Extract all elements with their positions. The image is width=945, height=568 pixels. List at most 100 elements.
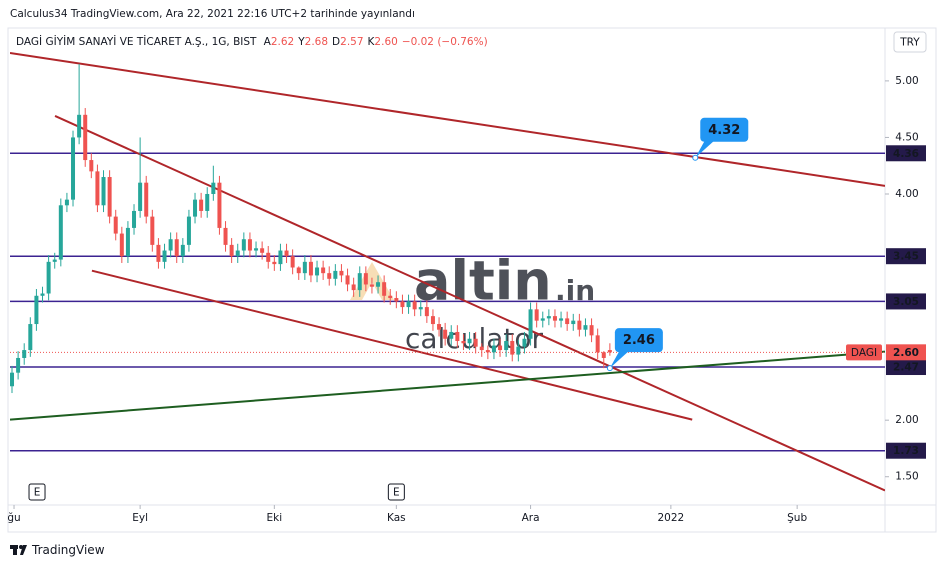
candle-body	[369, 284, 374, 287]
callout-box	[700, 117, 749, 142]
price-tag	[886, 442, 926, 459]
last-price-name-box	[846, 344, 882, 361]
candle-body	[522, 338, 527, 347]
candle-body	[406, 301, 411, 308]
x-tick-label: Eyl	[132, 512, 148, 524]
candle-body	[302, 261, 307, 274]
candle-body	[174, 239, 179, 257]
candle-body	[71, 137, 76, 200]
x-tick-label: Şub	[787, 512, 807, 524]
y-tick-label: 5.00	[895, 75, 918, 87]
readout-value: 2.60	[374, 36, 397, 48]
candle-body	[412, 301, 417, 310]
candle-body	[119, 233, 124, 257]
price-tag-label: 1.73	[893, 445, 919, 457]
candle-body	[95, 171, 100, 206]
candle-body	[199, 199, 204, 211]
candle-body	[424, 307, 429, 317]
price-tag-label: 2.47	[893, 362, 919, 374]
candle-body	[363, 273, 368, 285]
candle-body	[284, 250, 289, 257]
candle-body	[498, 345, 503, 351]
candle-body	[455, 331, 460, 342]
candle-body	[589, 325, 594, 336]
candle-body	[552, 316, 557, 321]
candle-body	[327, 273, 332, 279]
candle-body	[510, 341, 515, 355]
y-tick-label: 2.00	[895, 414, 918, 426]
readout-value: 2.62	[271, 36, 294, 48]
x-tick-label: Ara	[522, 512, 540, 524]
candle-body	[46, 261, 51, 294]
candle-body	[211, 182, 216, 194]
x-tick-label: ğu	[7, 512, 20, 524]
candle-body	[571, 320, 576, 325]
candle-body	[461, 341, 466, 344]
candle-body	[125, 227, 130, 257]
event-label: E	[34, 487, 41, 499]
candle-body	[437, 324, 442, 330]
price-tag-label: 4.36	[893, 148, 919, 160]
readout-name: K	[368, 36, 376, 48]
candle-body	[52, 259, 57, 262]
callout-tail	[609, 350, 630, 369]
readout-value: 2.68	[305, 36, 328, 48]
candle-body	[58, 205, 63, 260]
candle-body	[144, 182, 149, 217]
candle-body	[223, 227, 228, 245]
candle-body	[339, 270, 344, 276]
candle-body	[272, 261, 277, 265]
candle-body	[107, 177, 112, 217]
price-tag	[886, 145, 926, 162]
price-tag-label: 3.45	[893, 251, 919, 263]
event-marker	[28, 483, 46, 501]
x-tick-label: Kas	[387, 512, 406, 524]
candle-body	[229, 244, 234, 257]
candle-body	[247, 239, 252, 251]
readout-name: D	[332, 36, 340, 48]
published-note: Calculus34 TradingView.com, Ara 22, 2021…	[10, 8, 415, 20]
candle-body	[388, 295, 393, 299]
event-label: E	[393, 487, 400, 499]
trendline	[10, 51, 885, 187]
callout-label: 4.32	[708, 123, 740, 138]
candle-body	[376, 282, 381, 287]
y-tick-label: 4.00	[895, 188, 918, 200]
candle-body	[479, 346, 484, 351]
candle-body	[64, 199, 69, 206]
candle-body	[595, 335, 600, 353]
x-tick-label: 2022	[658, 512, 685, 524]
candle-body	[382, 282, 387, 296]
candle-body	[193, 199, 198, 217]
candle-body	[22, 350, 27, 358]
candle-body	[528, 309, 533, 339]
event-marker	[387, 483, 405, 501]
candle-body	[28, 324, 33, 351]
candle-body	[180, 244, 185, 257]
candle-body	[296, 267, 301, 274]
y-tick-label: 4.50	[895, 131, 918, 143]
candle-body	[546, 316, 551, 319]
candle-body	[443, 329, 448, 339]
candle-body	[186, 216, 191, 245]
price-tag	[886, 359, 926, 376]
currency[interactable]: TRY	[899, 37, 920, 49]
candle-body	[345, 275, 350, 285]
last-price-name: DAGI	[851, 347, 877, 359]
candle-body	[162, 250, 167, 262]
candle-body	[77, 114, 82, 138]
candle-body	[235, 250, 240, 257]
callout: 2.46	[606, 328, 663, 372]
candle-body	[254, 248, 259, 251]
trendline	[10, 350, 885, 421]
callout-point	[606, 365, 613, 372]
price-tag-label: 3.05	[893, 296, 919, 308]
candle-body	[113, 216, 118, 234]
candle-body	[205, 193, 210, 211]
callout-label: 2.46	[623, 333, 655, 348]
candle-body	[40, 293, 45, 296]
currency-box[interactable]	[893, 31, 927, 53]
candle-body	[449, 331, 454, 339]
